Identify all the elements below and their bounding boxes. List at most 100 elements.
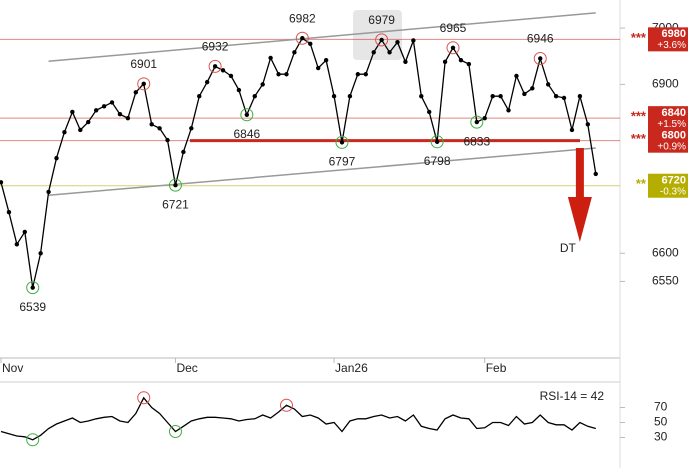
high-label: 6965 [440, 21, 467, 35]
data-point [284, 72, 289, 77]
data-point [363, 72, 368, 77]
data-point [252, 94, 257, 99]
data-point [331, 94, 337, 99]
y-tick-label: 6900 [652, 77, 679, 91]
data-point [593, 171, 598, 177]
level-value: 6840 [662, 107, 686, 119]
level-change: +1.5% [657, 119, 686, 130]
data-point [0, 180, 4, 185]
level-box [648, 27, 688, 52]
data-point [30, 285, 35, 290]
data-point [181, 149, 186, 155]
trend-line [48, 147, 596, 197]
data-point [522, 91, 527, 97]
data-point [109, 100, 115, 105]
data-point [371, 50, 376, 55]
data-point [419, 94, 424, 99]
high-label: 6982 [289, 11, 316, 25]
data-point [427, 109, 432, 115]
level-value: 6800 [662, 130, 686, 142]
high-marker [295, 31, 309, 45]
level-stars: *** [631, 30, 647, 45]
data-point [490, 94, 495, 99]
level-stars: ** [636, 176, 647, 191]
data-point [86, 119, 91, 125]
data-point [434, 139, 440, 145]
data-point [70, 109, 75, 115]
x-tick-label: Jan26 [335, 361, 368, 375]
data-point [165, 137, 170, 143]
price-line [0, 396, 596, 441]
level-change: +3.6% [657, 40, 686, 51]
y-tick-label: 50 [654, 415, 668, 429]
data-point [292, 50, 297, 55]
data-point [506, 108, 511, 113]
data-point [585, 122, 591, 127]
y-tick-label: 6550 [652, 274, 679, 288]
data-point [173, 182, 178, 188]
y-tick-label: 70 [654, 400, 668, 414]
price-line [0, 37, 597, 288]
low-marker [335, 135, 349, 149]
data-point [498, 94, 503, 99]
data-point [6, 209, 12, 215]
data-point [101, 104, 107, 109]
data-point [474, 119, 479, 125]
data-point [482, 115, 487, 121]
data-point [379, 37, 384, 43]
high-marker [375, 33, 389, 47]
low-label: 6833 [463, 134, 490, 148]
data-point [316, 65, 321, 71]
high-marker [137, 391, 151, 405]
data-point [141, 81, 146, 87]
arrow-head [567, 197, 592, 243]
data-point [323, 57, 329, 63]
level-box [648, 173, 688, 198]
data-point [117, 112, 123, 117]
data-point [530, 86, 535, 91]
data-point [260, 82, 265, 87]
high-marker [279, 398, 293, 412]
data-point [157, 126, 162, 131]
level-box [648, 128, 688, 153]
high-label: 6979 [368, 13, 395, 27]
data-point [347, 94, 353, 99]
high-marker [137, 77, 151, 91]
data-point [561, 95, 567, 101]
level-value: 6720 [662, 175, 686, 187]
data-point [403, 59, 408, 65]
data-point [204, 79, 210, 85]
high-label: 6901 [130, 57, 157, 71]
level-value: 6980 [662, 28, 686, 40]
high-label: 6932 [202, 40, 229, 54]
data-point [545, 82, 551, 87]
data-point [54, 155, 59, 161]
level-stars: *** [631, 109, 647, 124]
arrow-shaft [575, 148, 584, 198]
low-marker [430, 135, 444, 149]
x-tick-label: Dec [176, 361, 197, 375]
data-point [514, 73, 519, 79]
trend-line [48, 12, 596, 63]
data-point [276, 72, 281, 77]
low-marker [26, 281, 40, 295]
level-box [648, 106, 688, 131]
data-point [133, 90, 139, 95]
data-point [46, 189, 51, 195]
low-label: 6721 [162, 197, 189, 211]
low-label: 6846 [233, 127, 260, 141]
data-point [411, 38, 416, 43]
data-point [355, 72, 361, 77]
level-change: +0.9% [657, 141, 686, 152]
rsi-title: RSI-14 = 42 [540, 389, 605, 403]
data-point [228, 73, 234, 79]
arrow-label: DT [560, 241, 577, 255]
data-point [387, 50, 392, 55]
data-point [189, 126, 194, 131]
level-stars: *** [631, 131, 647, 146]
data-point [125, 115, 131, 121]
high-marker [533, 51, 547, 65]
data-point [577, 94, 583, 99]
data-point [212, 64, 218, 69]
